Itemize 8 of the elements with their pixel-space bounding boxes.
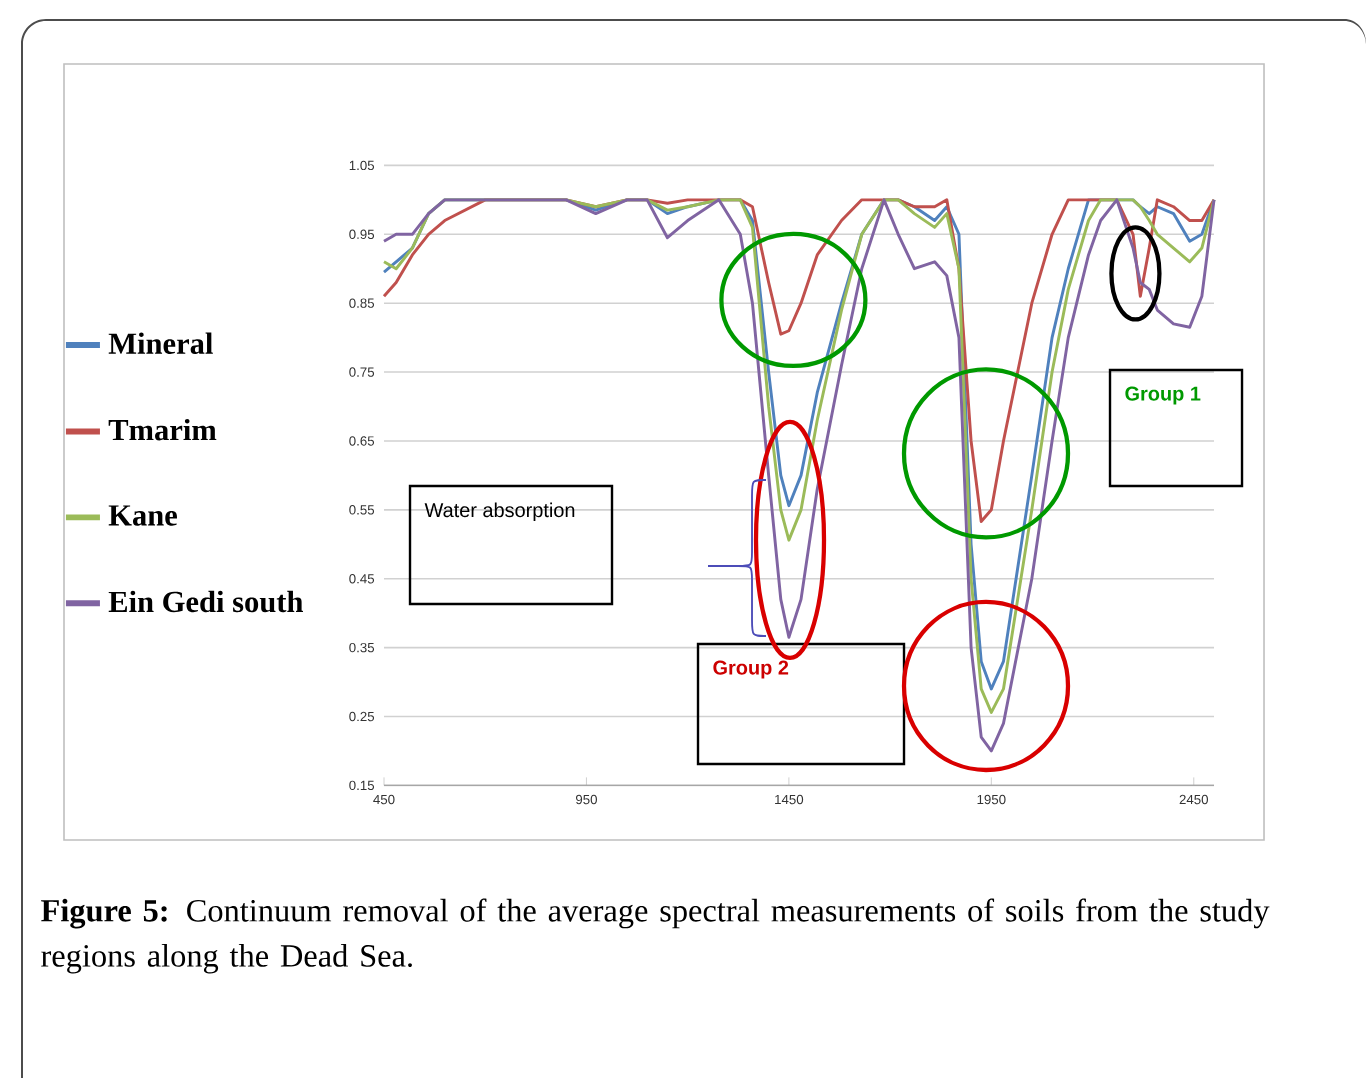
annotation: Water absorption <box>424 502 575 522</box>
annotation: Group 1 <box>1125 386 1201 405</box>
legend-label: Ein Gedi south <box>108 590 304 613</box>
text: Figure 5: Continuum removal of the average spectral measurements of soils from the study regions along the Dead Sea. <box>41 898 1270 974</box>
legend-label: Mineral <box>108 332 213 354</box>
legend-label: Kane <box>108 505 177 526</box>
annotation: Group 2 <box>713 660 789 679</box>
legend-label: Tmarim <box>108 418 217 441</box>
